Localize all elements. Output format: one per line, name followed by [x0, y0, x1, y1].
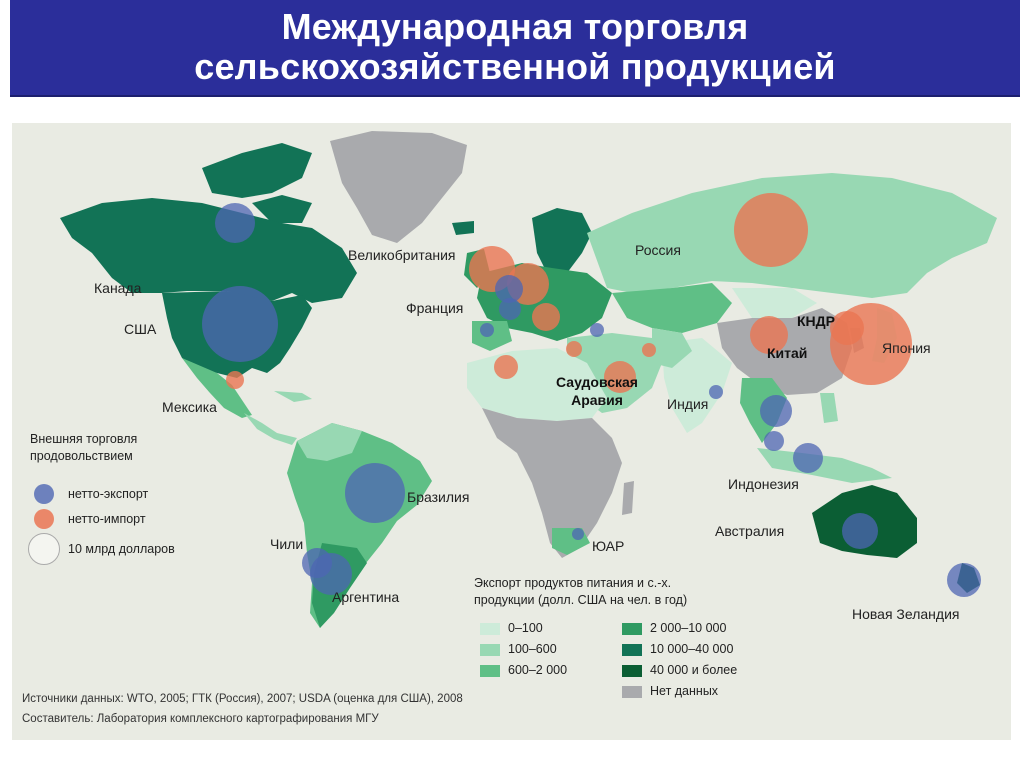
title-bar: Международная торговля сельскохозяйствен… [10, 0, 1020, 97]
circle-nz-export [947, 563, 981, 597]
circle-southafrica-export [572, 528, 584, 540]
legend-export-label: 600–2 000 [508, 663, 568, 677]
circle-usa-export [202, 286, 278, 362]
legend-export-label: Нет данных [650, 684, 719, 698]
circle-france-export [499, 298, 521, 320]
circle-egypt-import [566, 341, 582, 357]
label-argentina: Аргентина [332, 589, 400, 605]
label-usa: США [124, 321, 157, 337]
legend-export-swatch [622, 686, 642, 698]
circle-turkey-export [590, 323, 604, 337]
circle-thailand-export [760, 395, 792, 427]
label-indonesia: Индонезия [728, 476, 799, 492]
sources-line-2: Составитель: Лаборатория комплексного ка… [22, 713, 379, 725]
legend-export-swatch [480, 644, 500, 656]
label-russia: Россия [635, 242, 681, 258]
caribbean [274, 391, 312, 402]
central-asia [612, 283, 732, 333]
legend-export-label: 40 000 и более [650, 663, 738, 677]
circle-saudi-import [604, 361, 636, 393]
circle-iran-import [642, 343, 656, 357]
legend-export-label: 2 000–10 000 [650, 621, 727, 635]
title-line-2: сельскохозяйственной продукцией [194, 46, 836, 87]
legend-scale-circle [28, 533, 60, 565]
canada-arctic-islands [202, 143, 312, 198]
mexico [182, 358, 252, 418]
label-mexico: Мексика [162, 399, 217, 415]
legend-export-label: 0–100 [508, 621, 543, 635]
mongolia [732, 288, 817, 318]
label-canada: Канада [94, 280, 142, 296]
legend-net-export-label: нетто-экспорт [68, 487, 149, 501]
iceland [452, 221, 474, 235]
legend-scale-label: 10 млрд долларов [68, 542, 175, 556]
circle-italy-import [532, 303, 560, 331]
philippines [820, 393, 838, 423]
legend-export-swatch [480, 623, 500, 635]
madagascar [622, 481, 634, 515]
circle-algeria-import [494, 355, 518, 379]
circle-argentina-export [310, 553, 352, 595]
circle-mexico-import [226, 371, 244, 389]
label-south-africa: ЮАР [592, 538, 625, 554]
canada-arctic-island-2 [252, 195, 312, 223]
label-china: Китай [767, 345, 808, 361]
central-america [244, 413, 297, 445]
label-dprk: КНДР [797, 313, 835, 329]
label-brazil: Бразилия [407, 489, 470, 505]
legend-net-import-label: нетто-импорт [68, 512, 146, 526]
circle-indonesia-export [793, 443, 823, 473]
circle-china-import [750, 316, 788, 354]
label-australia: Австралия [715, 523, 785, 539]
legend-export-label: 10 000–40 000 [650, 642, 734, 656]
circle-canada-export [215, 203, 255, 243]
legend-export-swatch [622, 644, 642, 656]
circle-japan-import [830, 303, 912, 385]
circle-russia-import [734, 193, 808, 267]
label-japan: Япония [882, 340, 931, 356]
legend-export-swatch [622, 623, 642, 635]
circle-india-export [709, 385, 723, 399]
circle-australia-export [842, 513, 878, 549]
africa [482, 408, 622, 558]
venezuela-colombia [297, 423, 362, 461]
label-uk: Великобритания [348, 247, 456, 263]
circle-spain-export [480, 323, 494, 337]
canada [60, 198, 357, 303]
india [662, 338, 732, 433]
legend-trade-title: Внешняя торговля продовольствием [30, 432, 138, 463]
circle-brazil-export [345, 463, 405, 523]
label-new-zealand: Новая Зеландия [852, 606, 960, 622]
legend-export-swatch [480, 665, 500, 677]
legend-net-import-dot [34, 509, 54, 529]
circle-malaysia-export [764, 431, 784, 451]
indonesia [757, 448, 892, 483]
label-saudi: Саудовская Аравия [556, 374, 638, 408]
legend-net-export-dot [34, 484, 54, 504]
title-line-1: Международная торговля [281, 6, 749, 47]
world-map: Канада США Мексика Бразилия Чили Аргенти… [12, 123, 1011, 740]
label-india: Индия [667, 396, 709, 412]
label-chile: Чили [270, 536, 304, 552]
legend-export-swatch [622, 665, 642, 677]
label-france: Франция [406, 300, 464, 316]
pakistan-afghan [652, 328, 692, 368]
legend-export-label: 100–600 [508, 642, 557, 656]
sources-line-1: Источники данных: WTO, 2005; ГТК (Россия… [22, 693, 463, 705]
greenland [330, 131, 467, 243]
scandinavia [532, 208, 592, 273]
legend-export-title: Экспорт продуктов питания и с.-х. продук… [474, 576, 688, 607]
